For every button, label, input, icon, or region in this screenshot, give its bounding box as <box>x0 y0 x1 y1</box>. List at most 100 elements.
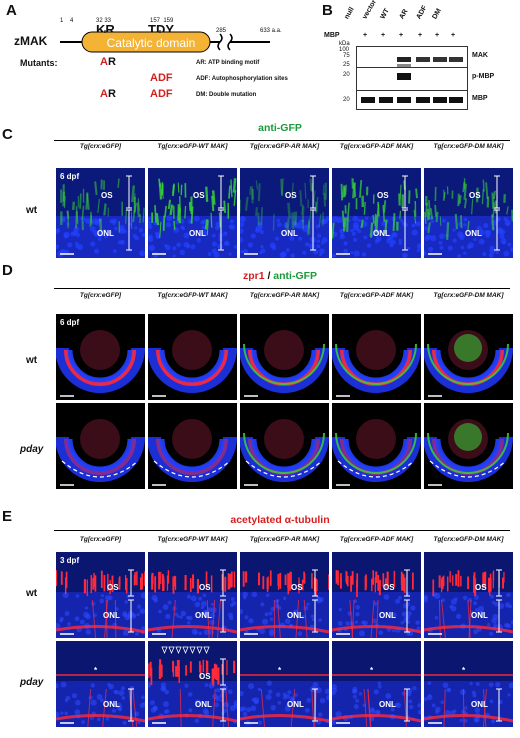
column-header: Tg[crx:eGFP-ADF MAK] <box>339 143 414 150</box>
os-label: OS <box>193 191 205 200</box>
stage-label: 6 dpf <box>60 318 79 327</box>
blot-pmbp-label: p-MBP <box>472 73 495 80</box>
marker-20-pmbp: 20 <box>343 72 350 78</box>
onl-label: ONL <box>103 611 120 620</box>
panel-d-image <box>332 403 421 489</box>
stage-label: 6 dpf <box>60 172 79 181</box>
os-label: OS <box>285 191 297 200</box>
column-header: Tg[crx:eGFP] <box>79 143 122 150</box>
panel-e-image: ONL * <box>56 641 145 727</box>
panel-e-image: OS ONL <box>424 552 513 638</box>
protein-name: zMAK <box>14 34 48 48</box>
mbp-sign: + <box>381 32 386 39</box>
panel-e-title-pre: acetylated <box>230 514 285 526</box>
mbp-row-label: MBP <box>324 32 340 39</box>
onl-label: ONL <box>379 611 396 620</box>
os-label: OS <box>199 672 211 681</box>
kda-label: kDa <box>339 41 350 47</box>
panel-e-image: OS ONL <box>240 552 329 638</box>
os-label: OS <box>377 191 389 200</box>
panel-e-image: ONL * <box>332 641 421 727</box>
os-label: OS <box>469 191 481 200</box>
blot-pmbp-bands <box>397 73 411 80</box>
panel-e-row-pday: pday <box>20 677 44 688</box>
panel-e-image: ONL * <box>424 641 513 727</box>
arrowhead-icon <box>196 646 203 655</box>
os-label: OS <box>383 583 395 592</box>
mutant-ar: AR <box>100 56 116 68</box>
pos-32-33: 32 33 <box>96 18 112 24</box>
dashed-outline <box>429 460 507 478</box>
column-header: Tg[crx:eGFP-WT MAK] <box>157 143 228 150</box>
blot-mbp-label: MBP <box>472 95 488 102</box>
onl-label: ONL <box>189 229 206 238</box>
arrowhead-icon <box>168 646 175 655</box>
arrowhead-icon <box>175 646 182 655</box>
panel-d-title-sep: / <box>264 270 274 282</box>
pos-157-159: 157 159 <box>150 18 174 24</box>
panel-d-rule <box>54 288 510 289</box>
os-label: OS <box>101 191 113 200</box>
os-label: OS <box>291 583 303 592</box>
panel-d-image: 6 dpf <box>56 314 145 400</box>
panel-e-image: 3 dpf OS ONL <box>56 552 145 638</box>
column-header: Tg[crx:eGFP-WT MAK] <box>157 292 228 299</box>
column-header: Tg[crx:eGFP-ADF MAK] <box>339 536 414 543</box>
panel-e-image: ONL * <box>240 641 329 727</box>
onl-label: ONL <box>373 229 390 238</box>
pos-4: 4 <box>70 18 74 24</box>
panel-c-image: OS ONL <box>148 168 237 258</box>
column-header: Tg[crx:eGFP-DM MAK] <box>433 536 504 543</box>
mutant-ar-a: A <box>100 56 108 68</box>
arrowhead-icon <box>189 646 196 655</box>
blot-mak-bands <box>397 57 463 67</box>
panel-d-row-wt: wt <box>26 355 38 366</box>
panel-d-title-gfp: anti-GFP <box>273 270 318 282</box>
column-header: Tg[crx:eGFP] <box>79 536 122 543</box>
panel-b-label: B <box>322 2 333 19</box>
onl-label: ONL <box>195 611 212 620</box>
legend-ar: AR: ATP binding motif <box>196 60 260 66</box>
catalytic-domain-label: Catalytic domain <box>106 36 196 50</box>
panel-e-title: acetylated α-tubulin <box>50 514 510 526</box>
protein-schematic <box>60 30 270 53</box>
pos-633: 633 a.a. <box>260 28 282 34</box>
mutant-dm-a: A <box>100 88 108 100</box>
mutant-dm-r: R <box>107 88 116 100</box>
pos-285: 285 <box>216 28 227 34</box>
panel-e-label: E <box>2 508 13 525</box>
panel-d-image <box>424 314 513 400</box>
blot-mbp-bands <box>361 97 463 103</box>
arrowhead-icon <box>161 646 168 655</box>
marker-25: 25 <box>343 62 350 68</box>
dashed-outline <box>337 460 415 478</box>
panel-e-title-post: -tubulin <box>291 514 330 526</box>
mutant-dm: AR <box>100 88 116 100</box>
mutant-ar-r: R <box>107 56 116 68</box>
panel-e-image: ONL OS <box>148 641 237 727</box>
mbp-sign: + <box>451 32 456 39</box>
dashed-outline <box>245 460 323 478</box>
onl-label: ONL <box>287 700 304 709</box>
panel-d-image <box>148 314 237 400</box>
panel-e-rule <box>54 530 510 531</box>
panel-e-image: OS ONL <box>332 552 421 638</box>
onl-label: ONL <box>97 229 114 238</box>
asterisk-marker: * <box>278 666 282 675</box>
panel-e-row-wt: wt <box>26 588 38 599</box>
panel-c-image: OS ONL <box>240 168 329 258</box>
mbp-sign: + <box>435 32 440 39</box>
column-header: Tg[crx:eGFP] <box>79 292 122 299</box>
panel-c-label: C <box>2 126 13 143</box>
panel-c-image: 6 dpf OS ONL <box>56 168 145 258</box>
panel-e-image: OS ONL <box>148 552 237 638</box>
pos-1: 1 <box>60 18 64 24</box>
mbp-sign: + <box>363 32 368 39</box>
panel-d-row-pday: pday <box>20 444 44 455</box>
panel-d-title: zpr1 / anti-GFP <box>50 270 510 282</box>
panel-c-image: OS ONL <box>332 168 421 258</box>
panel-c-title: anti-GFP <box>258 122 302 134</box>
column-header: Tg[crx:eGFP-AR MAK] <box>249 143 320 150</box>
os-label: OS <box>199 583 211 592</box>
column-header: Tg[crx:eGFP-DM MAK] <box>433 292 504 299</box>
